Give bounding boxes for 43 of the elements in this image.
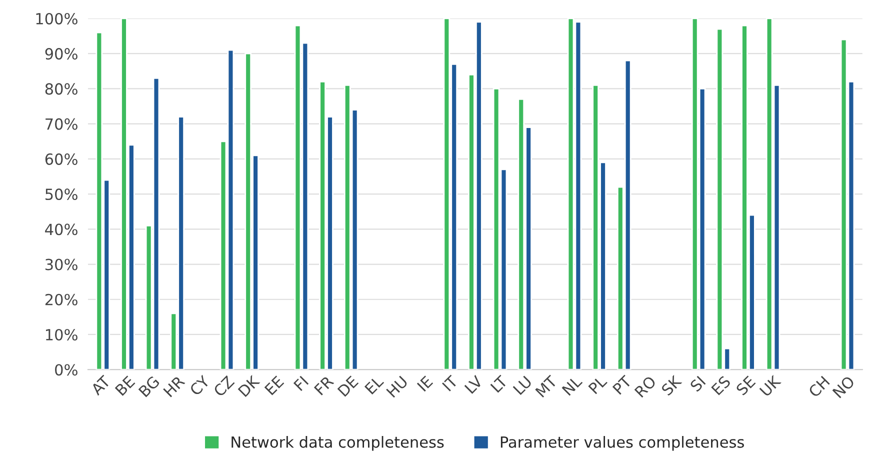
x-tick-label: NL xyxy=(562,374,583,396)
x-tick-label: LV xyxy=(464,374,484,394)
y-tick-label: 30% xyxy=(45,258,78,270)
x-tick-label: DK xyxy=(238,374,260,398)
x-tick-label: ES xyxy=(710,375,732,396)
x-tick-label: AT xyxy=(90,374,112,396)
x-tick-label: HR xyxy=(163,375,186,398)
x-tick-label: DE xyxy=(337,375,359,397)
x-tick-label: HU xyxy=(386,376,408,398)
x-tick-label: PT xyxy=(612,374,632,395)
x-tick-label: EL xyxy=(364,374,384,394)
x-tick-label: BE xyxy=(114,375,136,396)
x-tick-label: FR xyxy=(314,375,334,396)
legend-label: Network data completeness xyxy=(232,436,444,451)
x-tick-label: CY xyxy=(189,374,211,396)
x-tick-label: IT xyxy=(442,374,459,392)
y-tick-label: 40% xyxy=(45,224,78,236)
x-tick-label: RO xyxy=(634,375,657,398)
y-tick-label: 70% xyxy=(46,118,78,130)
x-tick-label: CH xyxy=(808,376,830,398)
x-tick-label: EE xyxy=(264,375,284,396)
x-tick-label: FI xyxy=(293,376,309,392)
y-tick-label: 50% xyxy=(46,188,78,200)
x-tick-label: CZ xyxy=(212,375,235,398)
y-tick-label: 60% xyxy=(45,153,78,165)
y-tick-label: 0% xyxy=(55,364,78,376)
x-tick-label: LU xyxy=(512,376,532,396)
x-tick-label: MT xyxy=(535,374,558,398)
y-tick-label: 100% xyxy=(36,12,78,24)
y-tick-label: 20% xyxy=(45,294,78,306)
y-tick-label: 90% xyxy=(45,48,78,60)
y-tick-label: 10% xyxy=(46,328,78,341)
legend-label: Parameter values completeness xyxy=(500,436,744,451)
x-tick-label: UK xyxy=(759,374,782,397)
x-tick-label: SK xyxy=(660,374,682,396)
x-tick-label: SI xyxy=(689,376,706,392)
x-tick-label: SE xyxy=(735,375,756,396)
x-tick-label: BG xyxy=(138,376,160,398)
x-tick-label: LT xyxy=(490,374,508,393)
x-tick-label: IE xyxy=(416,375,434,392)
x-tick-label: PL xyxy=(588,374,608,394)
y-tick-label: 80% xyxy=(45,83,78,95)
x-tick-label: NO xyxy=(832,375,856,398)
